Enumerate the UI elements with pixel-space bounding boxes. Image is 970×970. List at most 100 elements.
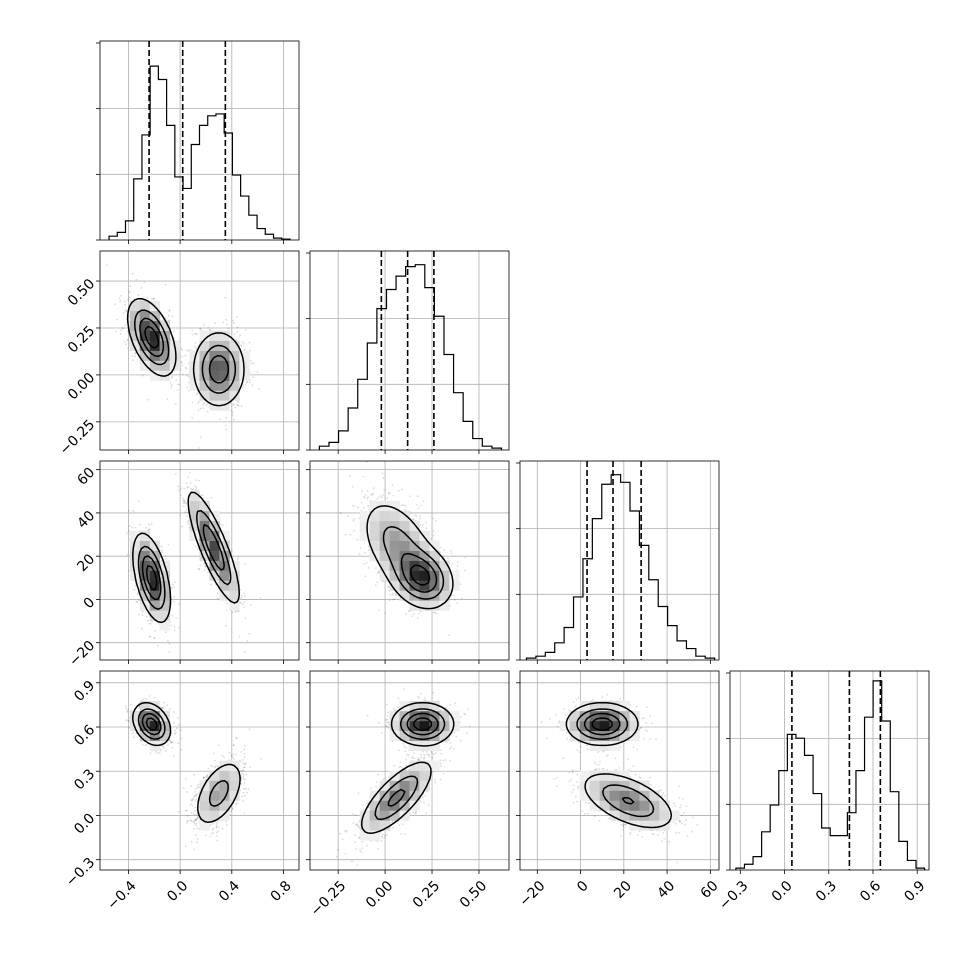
histogram-bar [907, 860, 916, 870]
sample-point [356, 538, 359, 541]
sample-point [127, 299, 129, 301]
sample-point [125, 343, 127, 346]
sample-point [185, 509, 188, 511]
sample-point [242, 384, 245, 387]
sample-point [164, 283, 167, 286]
sample-point [134, 584, 137, 587]
panel-frame [99, 40, 300, 241]
sample-point [235, 338, 238, 341]
histogram-bar [630, 511, 639, 660]
density-cell [219, 540, 230, 551]
sample-point [179, 494, 182, 497]
sample-point [225, 416, 228, 419]
sample-point [439, 546, 442, 549]
sample-point [382, 494, 385, 496]
sample-point [339, 512, 342, 514]
sample-point [216, 597, 219, 600]
histogram-bar [339, 431, 349, 450]
sample-point [132, 272, 134, 275]
sample-point [391, 484, 394, 486]
density-cell [219, 370, 230, 381]
sample-point [119, 300, 121, 303]
sample-point [404, 504, 407, 507]
sample-point [401, 488, 403, 491]
sample-point [234, 406, 237, 409]
sample-point [191, 329, 194, 332]
sample-point [126, 339, 129, 341]
sample-point [137, 599, 140, 602]
sample-point [148, 523, 150, 526]
density-cell [209, 570, 220, 581]
sample-point [259, 597, 262, 599]
sample-point [173, 586, 176, 588]
sample-point [194, 342, 197, 344]
sample-point [248, 341, 251, 344]
scatter-panel-1-2 [306, 460, 510, 664]
sample-point [236, 610, 239, 613]
histogram-bar [770, 805, 779, 870]
sample-point [218, 418, 221, 421]
sample-point [131, 526, 134, 529]
sample-point [370, 494, 372, 496]
sample-point [171, 615, 174, 617]
sample-point [250, 359, 252, 362]
sample-point [138, 352, 141, 354]
histogram-bar [396, 276, 406, 450]
sample-point [137, 582, 140, 584]
density-cell [199, 500, 210, 512]
histogram-bar [444, 354, 454, 450]
sample-point [204, 564, 206, 567]
sample-point [167, 639, 169, 642]
sample-point [173, 629, 176, 631]
density-cell [139, 320, 151, 331]
sample-point [402, 504, 405, 507]
sample-point [164, 631, 167, 634]
sample-point [252, 362, 255, 365]
sample-point [366, 489, 369, 492]
sample-point [199, 327, 202, 330]
panel-frame [99, 460, 300, 661]
sample-point [384, 612, 387, 614]
sample-point [206, 562, 209, 565]
sample-point [216, 592, 219, 594]
sample-point [132, 510, 135, 513]
density-cell [229, 390, 240, 401]
sample-point [236, 326, 239, 329]
density-cell [159, 350, 171, 361]
sample-point [453, 594, 456, 597]
sample-point [186, 486, 189, 488]
density-cell [209, 510, 220, 522]
density-cell [149, 600, 161, 611]
density-cell [219, 340, 230, 351]
histogram-content [318, 251, 503, 450]
density-cell [139, 360, 151, 371]
sample-point [225, 609, 228, 611]
sample-point [148, 622, 151, 625]
sample-point [145, 526, 148, 529]
sample-point [210, 583, 213, 586]
sample-point [225, 428, 228, 431]
sample-point [125, 532, 128, 534]
sample-point [184, 511, 187, 513]
density-cell [199, 360, 210, 371]
sample-point [231, 611, 234, 613]
sample-point [256, 371, 259, 373]
sample-point [170, 624, 173, 627]
contour-line [141, 523, 225, 601]
sample-point [198, 479, 201, 482]
sample-point [129, 285, 132, 288]
sample-point [189, 481, 192, 484]
density-cell [129, 550, 141, 561]
sample-point [128, 296, 131, 299]
sample-point [387, 492, 390, 495]
sample-point [417, 612, 420, 615]
sample-point [186, 386, 189, 389]
sample-point [170, 386, 173, 389]
sample-point [133, 588, 136, 591]
histogram-bar [367, 343, 377, 450]
sample-point [422, 500, 425, 502]
sample-point [416, 495, 419, 498]
sample-point [236, 404, 239, 407]
density-cell [229, 380, 240, 391]
